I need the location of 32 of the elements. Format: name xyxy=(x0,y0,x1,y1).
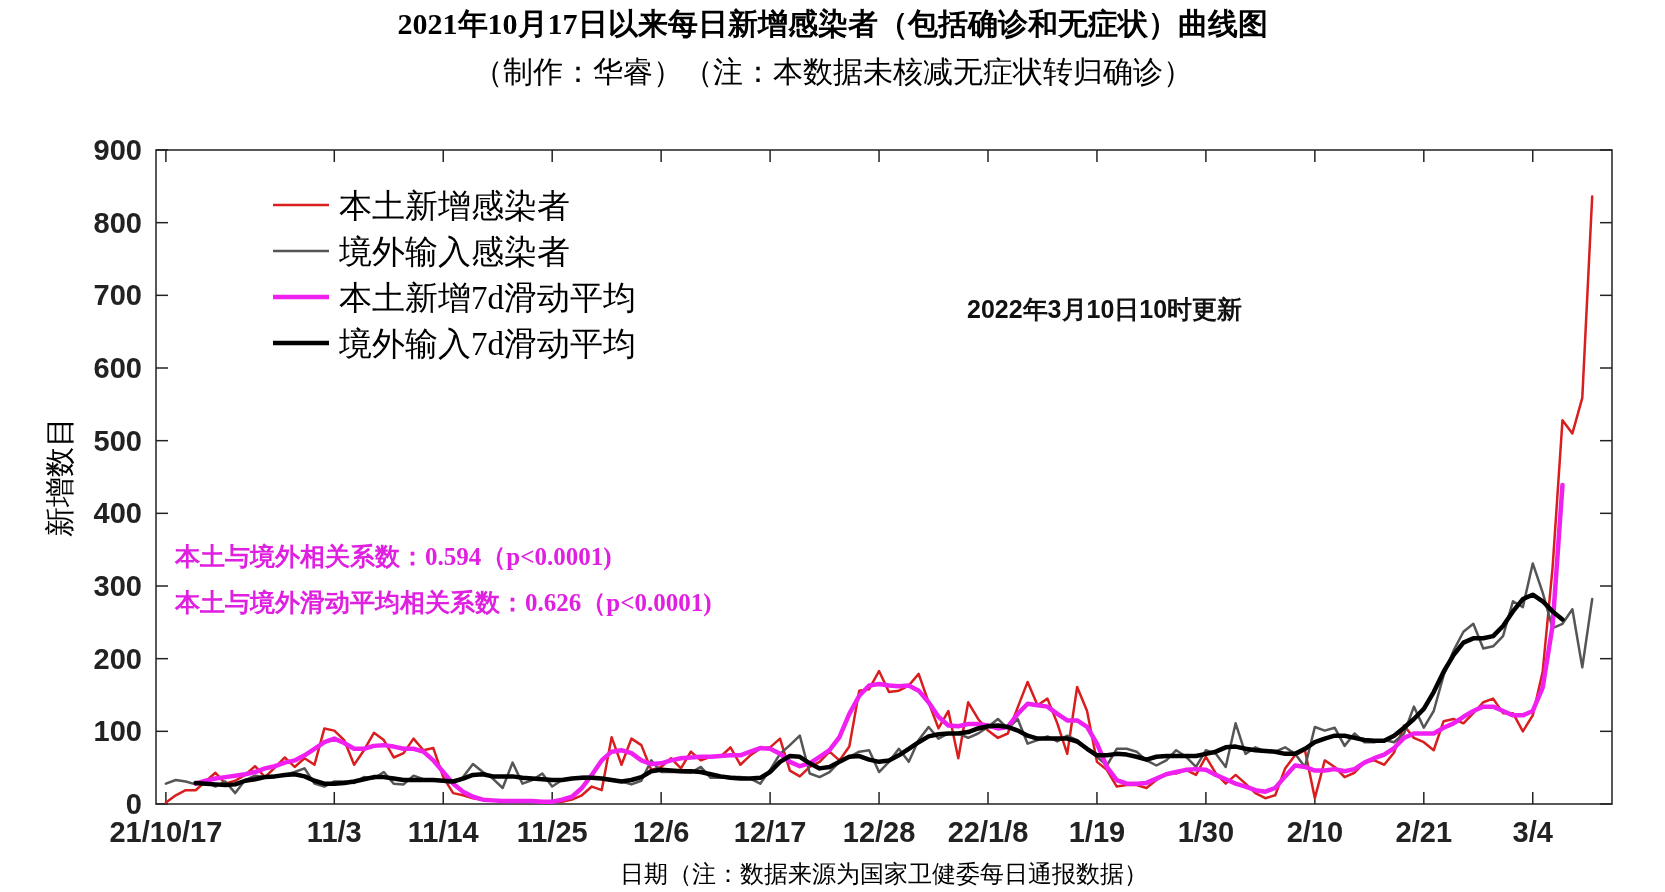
annotation: 本土与境外相关系数：0.594（p<0.0001) xyxy=(174,543,612,571)
legend-label: 境外输入7d滑动平均 xyxy=(338,326,636,362)
annotation: 2022年3月10日10时更新 xyxy=(967,295,1243,323)
x-tick-label: 2/10 xyxy=(1286,816,1344,848)
annotation: 本土与境外滑动平均相关系数：0.626（p<0.0001) xyxy=(174,589,712,617)
legend-label: 本土新增感染者 xyxy=(339,188,570,224)
y-tick-label: 500 xyxy=(93,424,142,457)
y-tick-label: 300 xyxy=(93,570,142,602)
y-tick-label: 800 xyxy=(93,206,142,239)
y-tick-label: 400 xyxy=(93,497,142,530)
y-tick-label: 900 xyxy=(93,134,142,166)
chart-subtitle: （制作：华睿）（注：本数据未核减无症状转归确诊） xyxy=(472,55,1193,88)
x-tick-label: 1/19 xyxy=(1068,816,1126,848)
x-tick-label: 11/3 xyxy=(306,816,362,848)
x-axis-title: 日期（注：数据来源为国家卫健委每日通报数据） xyxy=(620,861,1148,887)
y-tick-label: 600 xyxy=(93,352,142,384)
x-tick-label: 11/25 xyxy=(516,816,588,848)
chart-title: 2021年10月17日以来每日新增感染者（包括确诊和无症状）曲线图 xyxy=(397,7,1268,40)
x-tick-label: 22/1/8 xyxy=(947,816,1029,848)
legend-label: 本土新增7d滑动平均 xyxy=(339,280,636,316)
x-tick-label: 12/17 xyxy=(733,816,807,848)
y-tick-label: 200 xyxy=(93,642,142,675)
x-tick-label: 3/4 xyxy=(1512,816,1553,848)
y-tick-label: 700 xyxy=(93,279,142,312)
x-tick-label: 2/21 xyxy=(1395,816,1453,848)
x-tick-label: 12/28 xyxy=(842,816,916,848)
y-axis-title: 新增数目 xyxy=(43,417,76,537)
legend-label: 境外输入感染者 xyxy=(338,234,570,270)
x-tick-label: 1/30 xyxy=(1177,816,1235,848)
y-tick-label: 100 xyxy=(93,715,142,748)
x-tick-label: 11/14 xyxy=(407,816,479,848)
x-tick-label: 12/6 xyxy=(632,816,690,848)
